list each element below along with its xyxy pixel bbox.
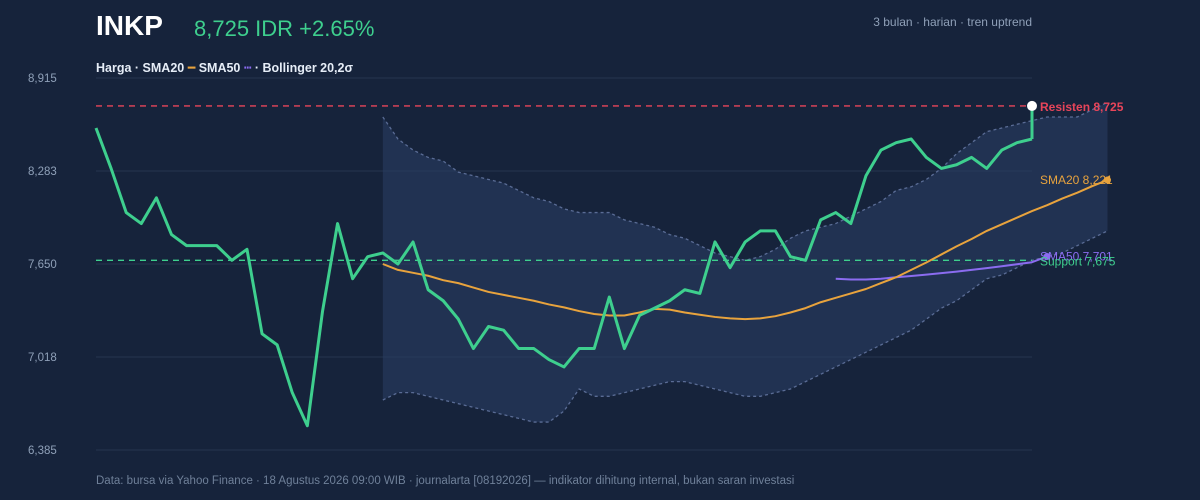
- y-tick-label: 8,915: [28, 73, 57, 85]
- price-end-point: [1027, 100, 1037, 111]
- ticker-symbol: INKP: [96, 10, 163, 41]
- sma50-end-point: [1043, 253, 1051, 261]
- sma20-line: [382, 179, 1108, 321]
- bollinger-lower-line: [382, 230, 1108, 423]
- support-label: Support 7,675: [1040, 254, 1116, 268]
- label-layer: Resisten 8,725 SMA20 8,221 SMA50 7,701Supp…: [1040, 100, 1124, 268]
- sma50-line: [835, 255, 1048, 281]
- bollinger-band: [382, 101, 1108, 423]
- footer-note: Data: bursa via Yahoo Finance · 18 Agust…: [96, 475, 795, 487]
- y-tick-label: 7,650: [28, 259, 57, 271]
- sma20-end-point: [1103, 176, 1111, 184]
- range-info: 3 bulan · harian · tren uptrend: [873, 15, 1032, 29]
- chart-legend: Harga · SMA20 ━ SMA50 ┅ · Bollinger 20,2…: [96, 61, 354, 75]
- bollinger-band-area: [382, 102, 1108, 423]
- y-tick-label: 7,018: [28, 352, 57, 364]
- level-lines: [96, 105, 1032, 261]
- resistance-label: Resisten 8,725: [1040, 100, 1124, 114]
- series-layer: [94, 100, 1111, 428]
- sma50-label: SMA50 7,701: [1040, 250, 1113, 264]
- price-change: 8,725 IDR +2.65%: [194, 16, 375, 41]
- y-tick-label: 6,385: [28, 445, 57, 457]
- price-line: [94, 127, 1033, 428]
- sma20-label: SMA20 8,221: [1040, 173, 1113, 187]
- y-tick-label: 8,283: [28, 166, 57, 178]
